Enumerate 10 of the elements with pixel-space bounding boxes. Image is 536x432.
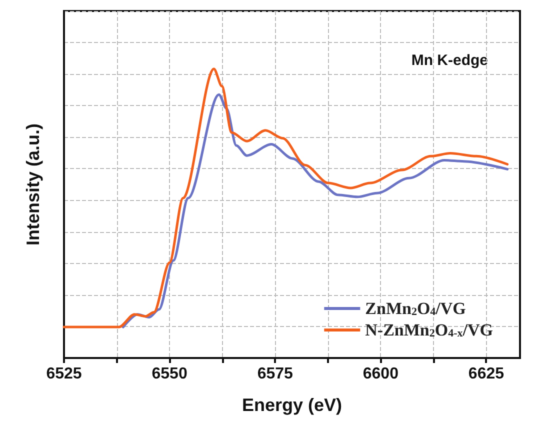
x-tick-label: 6600 (362, 366, 399, 382)
x-axis-title: Energy (eV) (242, 395, 342, 415)
x-tick-label: 6625 (468, 366, 504, 382)
x-tick-label: 6525 (46, 366, 82, 382)
legend-label: N-ZnMn2O4-x/VG (365, 320, 494, 340)
legend-label: ZnMn2O4/VG (365, 299, 466, 318)
x-tick-label: 6550 (152, 366, 188, 382)
annotation: Mn K-edge (411, 52, 488, 69)
y-axis-title: Intensity (a.u.) (23, 123, 43, 246)
x-tick-label: 6575 (257, 366, 294, 382)
